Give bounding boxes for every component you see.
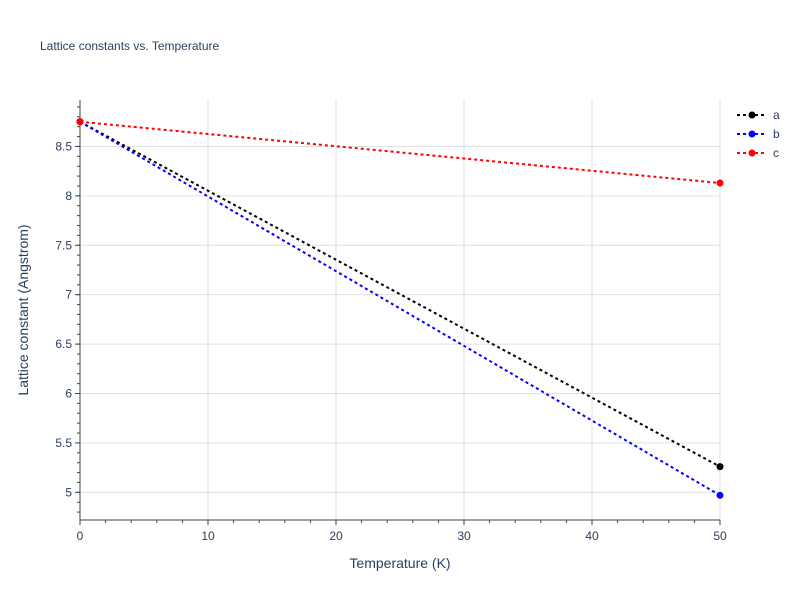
legend-item-c[interactable]: c bbox=[737, 146, 779, 160]
x-tick-label: 20 bbox=[329, 529, 343, 543]
series-line-a bbox=[79, 120, 721, 468]
legend-swatch-marker bbox=[748, 111, 756, 119]
axes: 0 10 20 30 40 50 5 5.5 6 6.5 7 7.5 8 8.5 bbox=[55, 100, 727, 543]
x-tick-label: 50 bbox=[713, 529, 727, 543]
y-axis-title: Lattice constant (Angstrom) bbox=[15, 224, 31, 395]
legend-item-b[interactable]: b bbox=[737, 127, 780, 141]
data-point-b[interactable] bbox=[716, 491, 724, 499]
y-tick-label: 7.5 bbox=[55, 238, 72, 252]
y-tick-label: 6 bbox=[65, 387, 72, 401]
legend-label: b bbox=[773, 127, 780, 141]
y-tick-label: 8 bbox=[65, 189, 72, 203]
legend-label: a bbox=[773, 108, 780, 122]
y-tick-label: 5.5 bbox=[55, 436, 72, 450]
legend: abc bbox=[737, 108, 780, 160]
chart-title: Lattice constants vs. Temperature bbox=[40, 39, 220, 53]
x-tick-label: 30 bbox=[457, 529, 471, 543]
y-tick-label: 5 bbox=[65, 485, 72, 499]
legend-label: c bbox=[773, 146, 779, 160]
x-tick-label: 40 bbox=[585, 529, 599, 543]
series-layer bbox=[76, 118, 724, 499]
series-line-c bbox=[79, 120, 721, 185]
data-point-c[interactable] bbox=[716, 179, 724, 187]
grid bbox=[80, 100, 721, 520]
data-point-c[interactable] bbox=[76, 118, 84, 126]
y-tick-label: 7 bbox=[65, 288, 72, 302]
x-tick-label: 0 bbox=[77, 529, 84, 543]
legend-swatch-marker bbox=[748, 130, 756, 138]
x-axis-title: Temperature (K) bbox=[349, 555, 450, 571]
data-point-a[interactable] bbox=[716, 463, 724, 471]
legend-item-a[interactable]: a bbox=[737, 108, 780, 122]
y-tick-label: 6.5 bbox=[55, 337, 72, 351]
x-tick-label: 10 bbox=[201, 529, 215, 543]
series-line-b bbox=[79, 120, 721, 497]
legend-swatch-marker bbox=[748, 149, 756, 157]
y-tick-label: 8.5 bbox=[55, 139, 72, 153]
